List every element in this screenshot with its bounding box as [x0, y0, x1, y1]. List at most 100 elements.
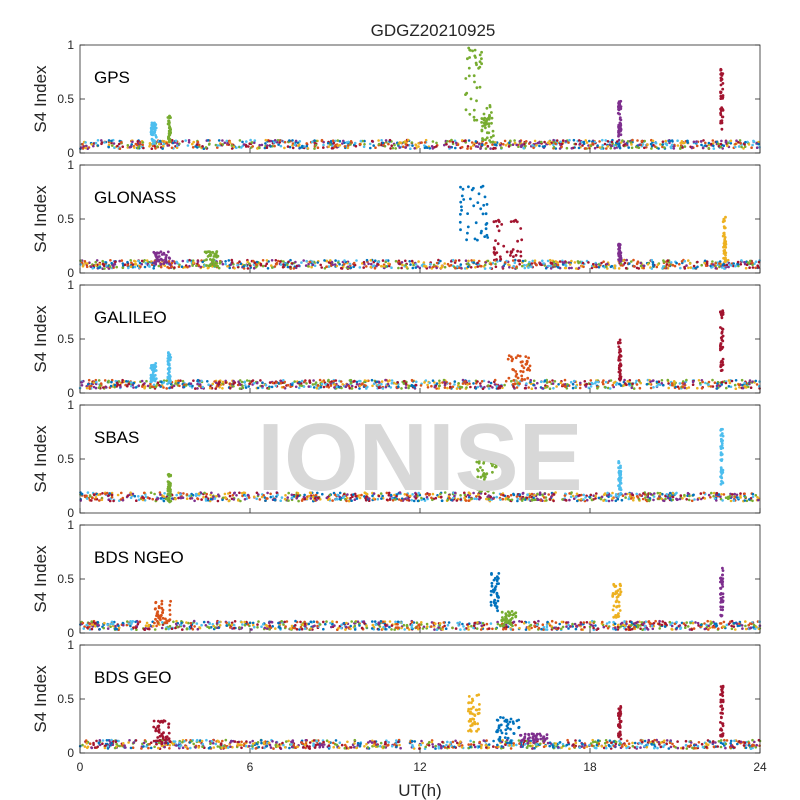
- data-point: [374, 623, 378, 626]
- data-point: [707, 141, 711, 145]
- plot-area: [80, 525, 760, 633]
- data-point: [84, 141, 87, 144]
- data-point: [200, 498, 203, 501]
- data-point: [365, 379, 369, 383]
- data-point: [617, 267, 621, 270]
- data-point: [149, 143, 152, 146]
- plot-area: [80, 45, 760, 153]
- data-point: [430, 384, 433, 388]
- data-point: [325, 265, 328, 269]
- data-point: [632, 496, 635, 500]
- data-point: [548, 142, 552, 146]
- event-point: [617, 484, 620, 488]
- data-point: [451, 385, 455, 389]
- data-point: [541, 145, 545, 148]
- data-point: [435, 261, 439, 265]
- event-point: [478, 53, 482, 57]
- data-point: [358, 384, 362, 388]
- event-point: [468, 112, 472, 116]
- data-point: [300, 379, 304, 383]
- data-point: [409, 147, 412, 150]
- data-point: [558, 147, 562, 150]
- data-point: [337, 385, 341, 389]
- data-point: [704, 141, 707, 145]
- data-point: [198, 383, 202, 386]
- event-point: [164, 257, 168, 261]
- event-point: [618, 103, 622, 107]
- data-point: [315, 386, 319, 390]
- data-point: [400, 266, 403, 270]
- data-point: [692, 264, 696, 268]
- data-point: [703, 261, 706, 265]
- data-point: [112, 265, 115, 268]
- data-point: [504, 379, 508, 383]
- event-point: [617, 251, 621, 254]
- data-point: [365, 258, 369, 262]
- data-point: [120, 259, 124, 262]
- data-point: [91, 267, 94, 270]
- data-point: [200, 379, 203, 383]
- data-point: [162, 386, 165, 389]
- data-point: [486, 144, 490, 148]
- data-point: [687, 498, 691, 502]
- data-point: [269, 139, 273, 143]
- data-point: [95, 259, 99, 262]
- data-point: [698, 381, 702, 385]
- data-point: [197, 143, 201, 147]
- data-point: [446, 262, 450, 266]
- data-point: [582, 140, 586, 144]
- data-point: [467, 379, 471, 383]
- data-point: [642, 492, 645, 495]
- data-point: [372, 264, 376, 267]
- data-point: [572, 138, 576, 142]
- data-point: [748, 266, 751, 270]
- data-point: [714, 262, 717, 265]
- data-point: [316, 384, 320, 387]
- data-point: [166, 144, 169, 147]
- data-point: [303, 380, 306, 383]
- event-point: [211, 250, 214, 254]
- data-point: [617, 138, 621, 142]
- data-point: [454, 266, 457, 270]
- event-point: [518, 382, 521, 386]
- data-point: [483, 263, 487, 267]
- data-point: [368, 142, 372, 146]
- data-point: [454, 259, 458, 263]
- data-point: [671, 383, 674, 387]
- data-point: [591, 382, 594, 386]
- data-point: [297, 264, 301, 268]
- data-point: [256, 626, 259, 629]
- data-point: [181, 259, 185, 263]
- event-point: [723, 257, 727, 261]
- data-point: [699, 492, 703, 495]
- event-point: [506, 357, 510, 361]
- data-point: [302, 385, 306, 388]
- data-point: [248, 382, 251, 386]
- data-point: [584, 385, 588, 388]
- data-point: [251, 145, 254, 148]
- data-point: [646, 498, 650, 502]
- data-point: [342, 263, 346, 266]
- data-point: [518, 620, 521, 623]
- data-point: [567, 261, 571, 264]
- data-point: [727, 265, 730, 269]
- data-point: [252, 495, 256, 499]
- data-point: [184, 139, 187, 142]
- data-point: [754, 379, 758, 383]
- data-point: [577, 146, 581, 150]
- data-point: [334, 139, 337, 143]
- data-point: [687, 266, 690, 270]
- data-point: [501, 265, 505, 269]
- data-point: [394, 620, 397, 624]
- data-point: [450, 138, 453, 142]
- data-point: [580, 140, 584, 144]
- y-tick-label: 1: [67, 38, 74, 52]
- data-point: [561, 263, 565, 266]
- data-point: [645, 383, 649, 386]
- data-point: [349, 143, 352, 146]
- data-point: [170, 386, 174, 389]
- data-point: [743, 384, 746, 388]
- data-point: [724, 381, 728, 385]
- data-point: [559, 381, 563, 385]
